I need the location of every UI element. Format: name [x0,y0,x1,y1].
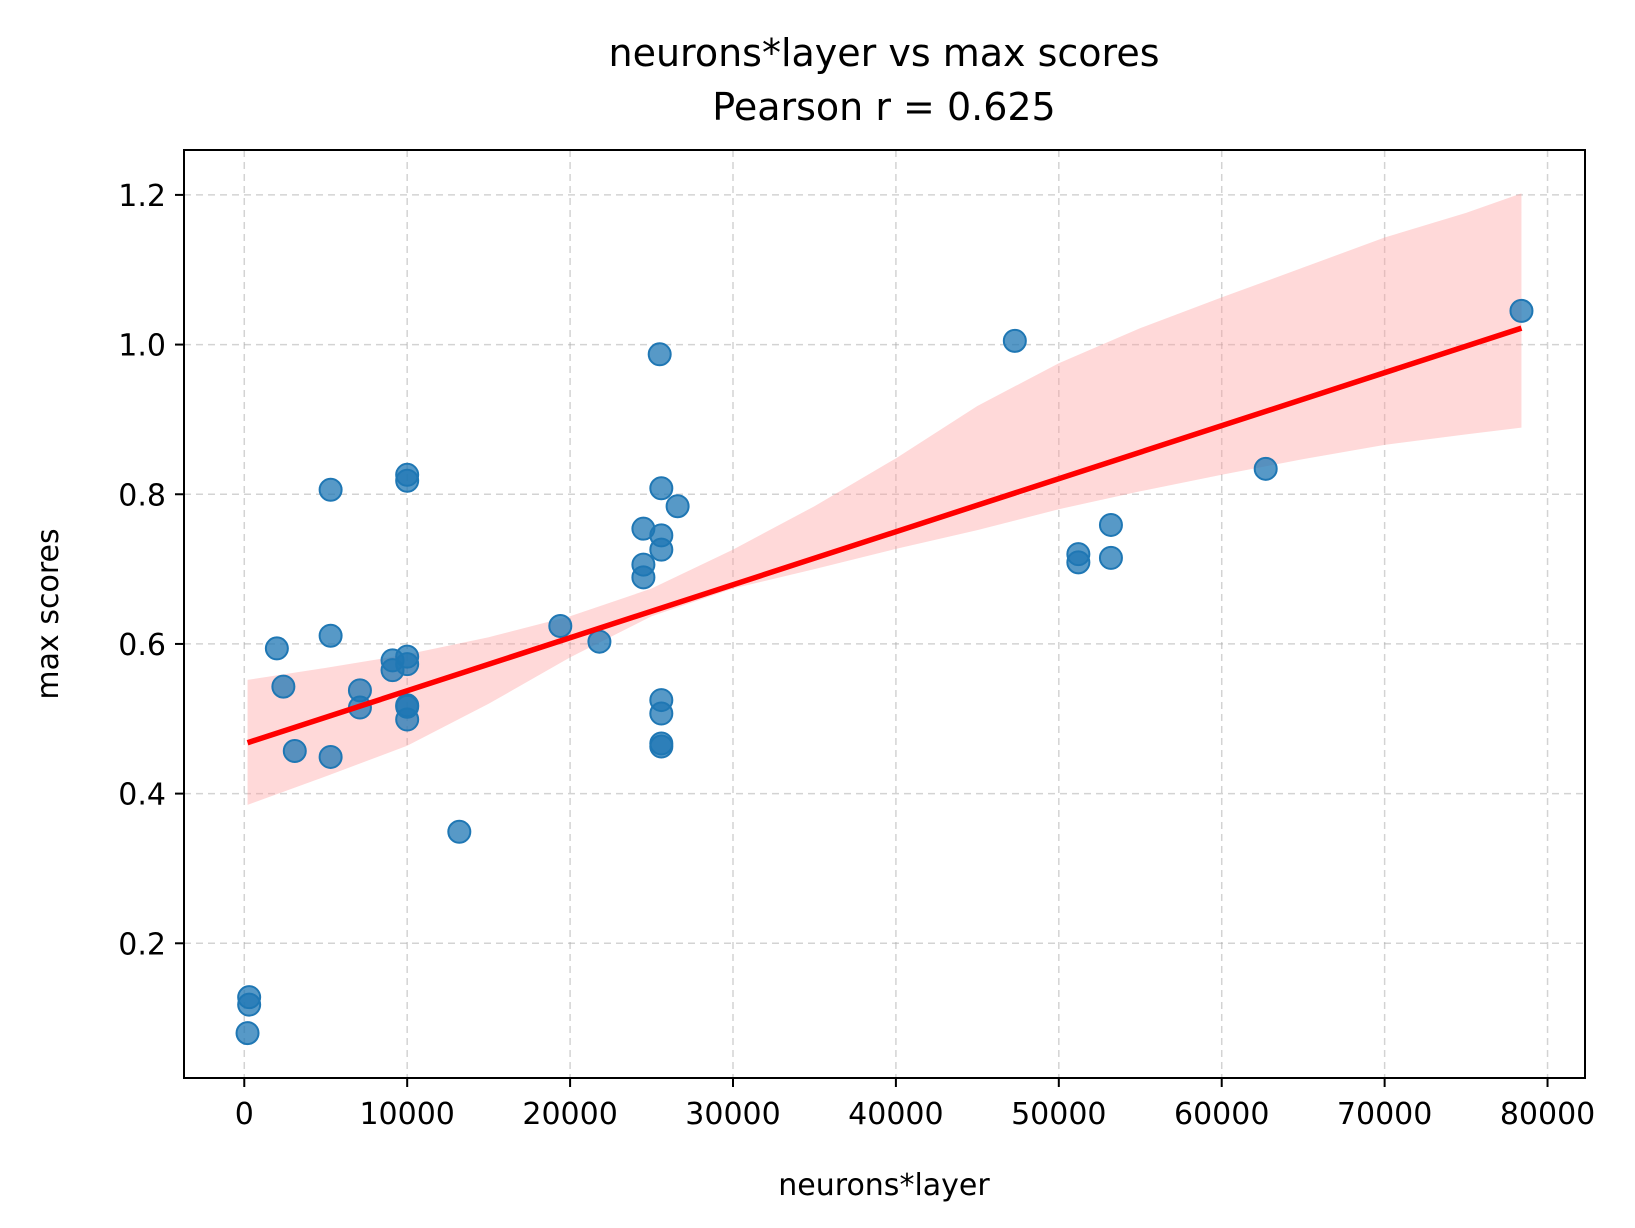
y-tick-label: 1.0 [118,329,166,364]
data-point [631,565,656,590]
regression-line [246,325,1523,746]
x-tick-label: 40000 [848,1097,943,1132]
confidence-band [247,193,1522,805]
data-point [1253,456,1278,481]
data-point [1509,298,1534,323]
regression-line-layer [246,325,1523,746]
x-tick-label: 70000 [1337,1097,1432,1132]
x-tick-label: 0 [235,1097,254,1132]
data-point [649,701,674,726]
data-point [587,629,612,654]
chart-title: neurons*layer vs max scores [608,31,1159,75]
x-tick-label: 50000 [1011,1097,1106,1132]
data-point [395,468,420,493]
data-point [447,819,472,844]
x-tick-label: 10000 [359,1097,454,1132]
data-point [649,537,674,562]
data-point [1098,512,1123,537]
x-tick-label: 20000 [522,1097,617,1132]
data-point [237,992,262,1017]
data-point [318,623,343,648]
data-point [318,477,343,502]
data-point [1098,545,1123,570]
data-points [235,298,1534,1046]
y-tick-label: 0.8 [118,478,166,513]
x-tick-label: 60000 [1174,1097,1269,1132]
data-point [395,707,420,732]
axis-ticks: 0 10000 20000 30000 40000 50000 60000 70000 8000… [118,179,1595,1132]
data-point [548,613,573,638]
x-tick-label: 80000 [1500,1097,1595,1132]
data-point [264,636,289,661]
chart-subtitle: Pearson r = 0.625 [712,85,1055,129]
grid-lines [184,150,1585,1078]
plot-frame [183,149,1586,1079]
data-point [649,476,674,501]
y-tick-label: 0.4 [118,778,166,813]
data-point [649,734,674,759]
confidence-band-layer [247,193,1522,805]
x-tick-label: 30000 [685,1097,780,1132]
data-point [318,744,343,769]
data-point [282,738,307,763]
data-point [1066,550,1091,575]
data-point [271,674,296,699]
data-point [647,342,672,367]
y-tick-label: 0.6 [118,628,166,663]
data-point [395,652,420,677]
data-point [665,494,690,519]
y-tick-label: 0.2 [118,927,166,962]
data-point [235,1021,260,1046]
y-axis-label: max scores [31,528,66,699]
y-tick-label: 1.2 [118,179,166,214]
data-point [1002,328,1027,353]
x-axis-label: neurons*layer [778,1168,990,1203]
